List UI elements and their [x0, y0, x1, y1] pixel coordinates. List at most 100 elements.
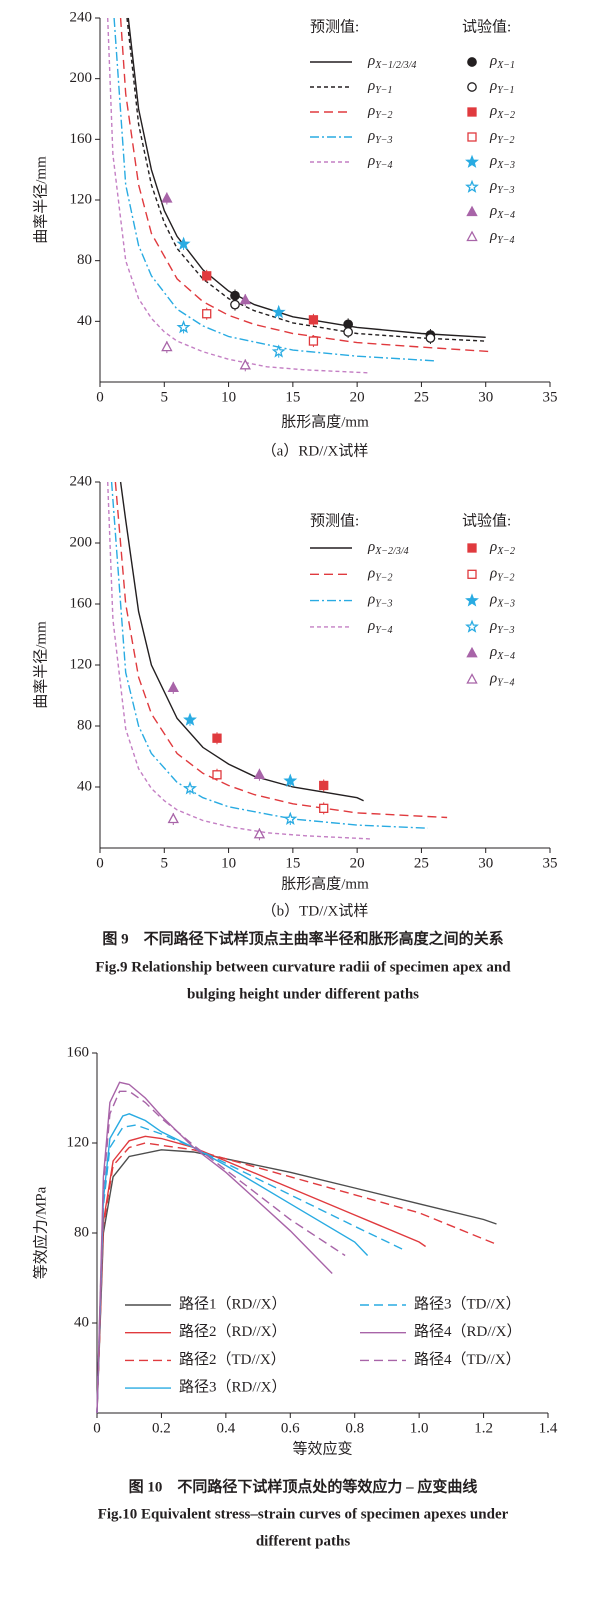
x-tick-label: 25 [414, 855, 429, 871]
y-tick-label: 160 [70, 595, 93, 611]
y-tick-label: 160 [67, 1044, 90, 1060]
marker [467, 569, 477, 579]
x-tick-label: 0.4 [216, 1420, 235, 1436]
marker [283, 811, 298, 826]
x-axis-label: 等效应变 [292, 1439, 352, 1457]
legend-label: 路径2（TD//X） [179, 1351, 286, 1368]
legend-label: ρY−4 [367, 153, 393, 171]
marker [161, 340, 173, 352]
legend-label: ρX−1 [489, 53, 515, 71]
x-tick-label: 35 [543, 389, 558, 405]
curve [96, 1124, 407, 1414]
x-tick-label: 0 [96, 389, 104, 405]
y-tick-label: 120 [70, 191, 93, 207]
legend-label: ρY−2 [489, 128, 515, 146]
figure-caption-en: Fig.9 Relationship between curvature rad… [95, 959, 511, 975]
legend-label: ρY−4 [489, 228, 515, 246]
legend-title: 预测值: [310, 512, 359, 529]
figure-caption-en: Fig.10 Equivalent stress–strain curves o… [98, 1506, 509, 1522]
curve [127, 17, 486, 338]
y-tick-label: 120 [67, 1134, 90, 1150]
curve [96, 1135, 426, 1414]
curve [114, 481, 448, 819]
curve [96, 1113, 369, 1414]
marker [467, 82, 477, 92]
legend-label: ρX−4 [489, 645, 515, 663]
figure-caption-en: bulging height under different paths [187, 986, 419, 1002]
legend-label: ρX−4 [489, 203, 515, 221]
marker [466, 230, 478, 242]
x-tick-label: 10 [221, 389, 236, 405]
y-tick-label: 80 [74, 1224, 89, 1240]
marker [183, 712, 197, 726]
x-tick-label: 1.0 [410, 1420, 429, 1436]
legend-label: 路径1（RD//X） [179, 1295, 287, 1312]
x-tick-label: 0 [96, 855, 104, 871]
curve [107, 17, 371, 374]
marker [465, 154, 479, 168]
legend-label: ρY−4 [489, 671, 515, 689]
marker [212, 770, 222, 780]
legend-label: ρY−3 [367, 592, 393, 610]
marker [283, 773, 298, 787]
marker [271, 344, 286, 358]
marker [167, 681, 179, 693]
x-axis-label: 胀形高度/mm [281, 413, 369, 430]
marker [467, 107, 477, 117]
legend-label: ρY−1 [367, 78, 393, 96]
y-tick-label: 200 [70, 70, 93, 86]
marker [425, 333, 436, 343]
legend-title: 试验值: [462, 18, 511, 35]
y-axis-label: 曲率半径/mm [32, 156, 49, 244]
curve [119, 481, 364, 802]
y-tick-label: 80 [77, 252, 92, 268]
curve [119, 17, 493, 353]
marker [465, 619, 479, 633]
legend-label: 路径4（RD//X） [414, 1323, 522, 1340]
chart-caption: （b）TD//X试样 [262, 902, 369, 919]
figure-caption: 图 10 不同路径下试样顶点处的等效应力 – 应变曲线 [129, 1477, 478, 1495]
legend-title: 预测值: [310, 18, 359, 35]
curve [96, 1090, 346, 1414]
marker [308, 336, 319, 346]
curve [107, 481, 371, 840]
curve [110, 481, 428, 829]
legend-title: 试验值: [462, 512, 511, 529]
marker [466, 673, 478, 684]
legend-label: ρY−3 [489, 178, 515, 196]
marker [466, 646, 478, 658]
curve [96, 1142, 497, 1414]
legend-label: 路径3（RD//X） [179, 1379, 287, 1396]
x-tick-label: 35 [543, 855, 558, 871]
marker [253, 827, 266, 839]
marker [319, 780, 329, 791]
x-tick-label: 10 [221, 855, 236, 871]
marker [467, 543, 477, 553]
marker [466, 205, 478, 217]
y-tick-label: 40 [77, 778, 92, 794]
x-tick-label: 1.2 [474, 1420, 493, 1436]
x-tick-label: 20 [350, 389, 365, 405]
x-tick-label: 0 [93, 1420, 101, 1436]
legend-label: ρX−2 [489, 103, 515, 121]
marker [167, 812, 179, 824]
x-tick-label: 15 [285, 855, 300, 871]
legend-label: ρY−4 [367, 618, 393, 636]
marker [467, 132, 477, 142]
y-tick-label: 200 [70, 534, 93, 550]
marker [239, 358, 251, 370]
marker [343, 327, 353, 337]
legend-label: ρX−2/3/4 [367, 539, 409, 557]
marker [202, 309, 212, 319]
curve [126, 17, 486, 342]
legend-label: 路径2（RD//X） [179, 1323, 287, 1340]
marker [183, 781, 197, 795]
marker [212, 733, 222, 743]
legend-label: ρX−3 [489, 592, 515, 610]
x-tick-label: 1.4 [539, 1420, 558, 1436]
y-tick-label: 240 [70, 473, 93, 489]
x-tick-label: 20 [350, 855, 365, 871]
legend-label: ρY−2 [367, 103, 393, 121]
legend-label: 路径3（TD//X） [414, 1295, 521, 1312]
marker [253, 768, 266, 779]
